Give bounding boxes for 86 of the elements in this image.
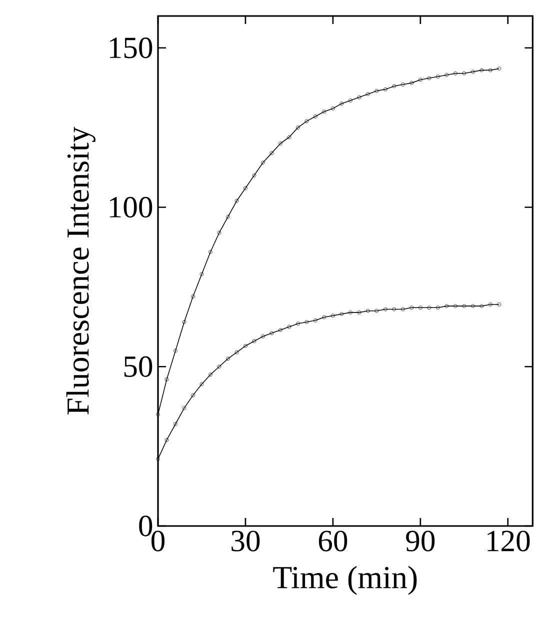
point: [374, 308, 379, 313]
point: [314, 114, 318, 118]
point: [314, 318, 318, 322]
point: [278, 142, 282, 146]
point: [226, 214, 230, 219]
point: [488, 68, 492, 72]
point: [252, 339, 256, 344]
point: [226, 356, 230, 361]
point: [444, 304, 449, 308]
point: [322, 315, 326, 320]
point: [348, 310, 352, 314]
point: [287, 135, 292, 140]
point: [208, 372, 212, 377]
point: [357, 310, 362, 314]
point: [200, 272, 204, 276]
point: [357, 95, 362, 100]
point: [234, 198, 239, 203]
point: [400, 82, 405, 86]
point: [436, 74, 440, 78]
point: [470, 70, 475, 74]
point: [348, 98, 352, 102]
point: [217, 364, 222, 369]
point: [200, 382, 204, 386]
point: [174, 422, 178, 426]
x-tick-label: 30: [232, 530, 260, 552]
point: [174, 348, 178, 353]
point: [392, 84, 396, 88]
point: [436, 306, 440, 310]
point: [427, 76, 432, 80]
y-tick-label: 50: [124, 356, 152, 377]
point: [340, 102, 344, 106]
point: [383, 307, 388, 312]
point: [287, 324, 292, 329]
point: [261, 334, 265, 338]
point: [444, 73, 449, 77]
point: [244, 344, 248, 348]
point: [400, 307, 405, 312]
point: [164, 377, 169, 382]
point: [296, 126, 300, 130]
point: [418, 306, 422, 310]
point: [374, 88, 379, 93]
point: [182, 320, 186, 324]
point: [304, 320, 309, 324]
point: [244, 186, 248, 190]
x-tick-label: 60: [318, 530, 348, 552]
point: [261, 160, 265, 165]
point: [453, 304, 458, 308]
point: [366, 308, 370, 313]
point: [252, 173, 256, 178]
point: [418, 78, 422, 82]
point: [270, 151, 274, 155]
point: [366, 92, 370, 96]
point: [278, 328, 282, 332]
point: [340, 312, 344, 316]
y-tick-label: 100: [110, 196, 152, 218]
y-axis-title: Fluorescence Intensity: [66, 126, 96, 414]
point: [427, 306, 432, 310]
point: [331, 106, 335, 110]
point: [480, 304, 484, 308]
point: [331, 314, 335, 318]
x-tick-label: 90: [406, 530, 435, 552]
point: [462, 304, 466, 308]
point: [191, 393, 195, 398]
point: [191, 294, 195, 298]
point: [383, 87, 388, 92]
point: [296, 322, 300, 326]
point: [217, 230, 222, 235]
point: [164, 438, 169, 442]
point: [410, 81, 414, 85]
point: [470, 304, 475, 308]
point: [182, 406, 186, 410]
point: [234, 350, 239, 354]
point: [410, 306, 414, 310]
point: [392, 307, 396, 312]
point: [304, 119, 309, 124]
point: [208, 250, 212, 254]
point: [462, 71, 466, 76]
y-tick-label: 150: [110, 38, 152, 58]
x-tick-label: 120: [488, 530, 530, 552]
point: [453, 71, 458, 76]
point: [480, 68, 484, 72]
point: [322, 110, 326, 114]
point: [488, 302, 492, 306]
y-tick-label: 0: [139, 516, 152, 536]
x-axis-title: Time (min): [273, 566, 417, 595]
point: [270, 331, 274, 336]
